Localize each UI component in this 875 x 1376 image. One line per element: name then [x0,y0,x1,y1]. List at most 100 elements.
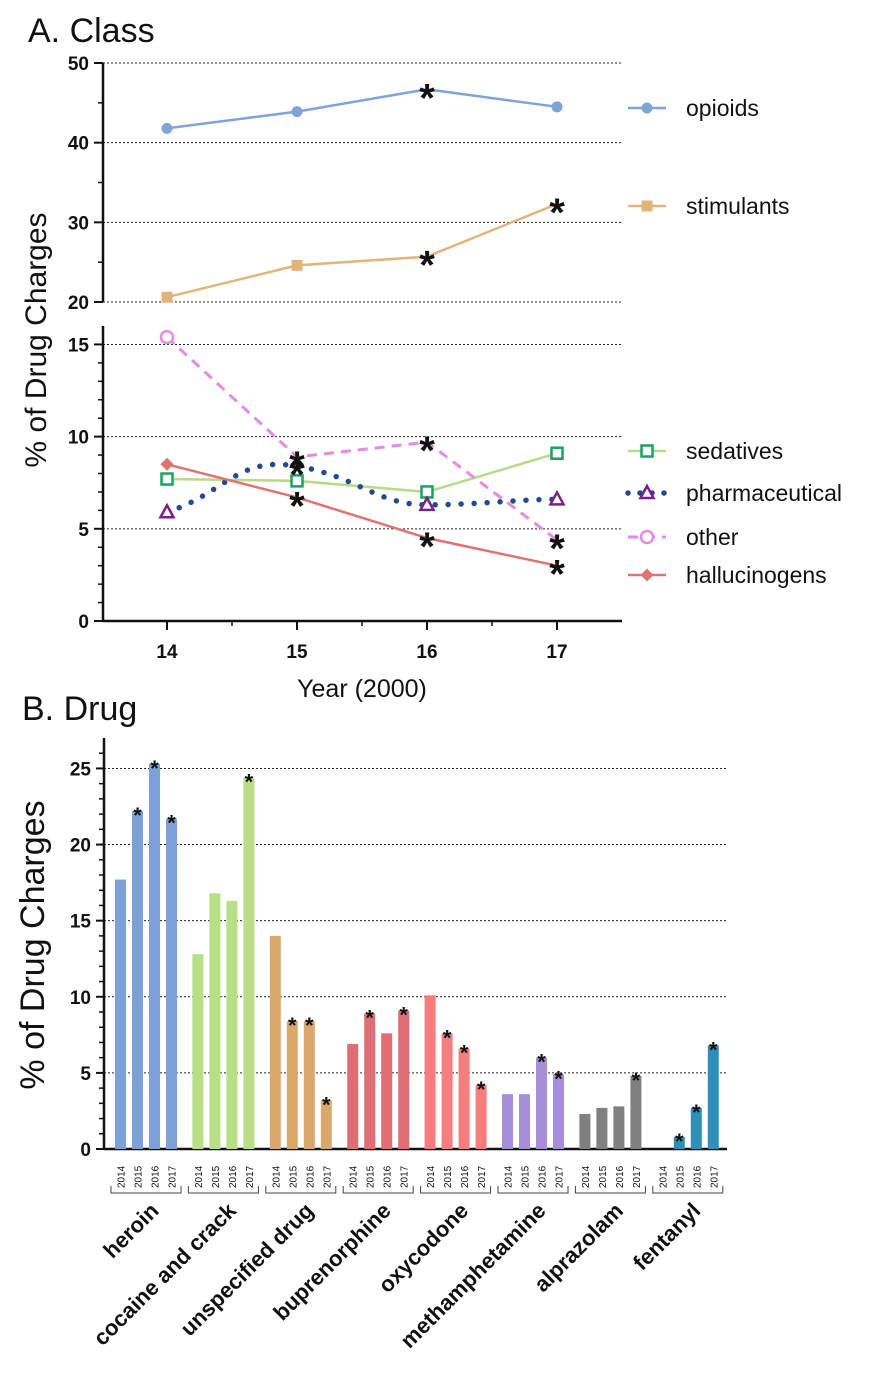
legend-marker-opioids [641,102,653,114]
legend-marker-stimulants [641,200,653,212]
year-label-2017: 2017 [632,1165,643,1188]
panel-a-gridlines [103,62,622,530]
data-point-stimulants [161,291,173,303]
bar-oxycodone-2017 [475,1085,487,1149]
y-tick-label-b-0: 0 [80,1140,91,1161]
legend-label-hallucinogens: hallucinogens [686,562,827,588]
significance-star-stimulants: * [419,244,435,288]
bar-cocaine-and-crack-2015 [209,893,221,1149]
bar-group-cocaine-and-crack: 2014 2015 2016 * 2017 [187,770,259,1194]
data-point-other [159,329,175,345]
bar-group-oxycodone: 2014 * 2015 * 2016 * 2017 [420,995,492,1194]
panel-a-x-axis-title: Year (2000) [297,675,427,703]
y-tick-label-upper-40: 40 [68,134,89,155]
significance-star: * [477,1077,486,1102]
significance-star: * [245,770,254,795]
bar-fentanyl-2015 [673,1136,685,1149]
year-label-2015: 2015 [675,1165,686,1188]
legend-item-stimulants: stimulants [628,193,790,219]
bar-fentanyl-2016 [690,1107,702,1149]
y-tick-label-upper-50: 50 [68,54,89,75]
year-label-2014: 2014 [504,1165,515,1188]
bar-group-unspecified-drug: 2014 * 2015 * 2016 * 2017 [265,935,337,1194]
x-tick-label-14: 14 [156,642,178,663]
drug-label-methamphetamine: methamphetamine [395,1198,550,1353]
data-point-sedatives [550,446,564,460]
year-label-2016: 2016 [383,1165,394,1188]
year-label-2016: 2016 [615,1165,626,1188]
bar-buprenorphine-2016 [381,1033,393,1149]
data-point-pharmaceutical [418,495,436,512]
legend-marker-sedatives [640,444,654,458]
year-label-2016: 2016 [151,1165,162,1188]
bar-heroin-2016 [149,763,160,1149]
y-tick-label-b-25: 25 [70,759,92,780]
year-label-2015: 2015 [288,1165,299,1188]
y-tick-label-lower-15: 15 [68,335,90,356]
x-tick-label-17: 17 [546,642,567,663]
bar-buprenorphine-2015 [364,1013,376,1149]
panel-a-title: A. Class [28,12,155,50]
legend-item-sedatives: sedatives [628,438,783,464]
y-tick-label-b-5: 5 [80,1064,91,1085]
drug-label-cocaine-and-crack: cocaine and crack [88,1197,241,1350]
bar-unspecified-drug-2015 [286,1021,298,1149]
x-tick-label-15: 15 [286,642,308,663]
bar-oxycodone-2014 [424,995,436,1149]
panel-b-title: B. Drug [22,690,137,728]
year-label-2017: 2017 [322,1165,333,1188]
significance-star: * [399,1002,408,1027]
bar-oxycodone-2015 [441,1033,453,1149]
y-tick-label-upper-30: 30 [68,213,89,234]
significance-star-pharmaceutical: * [289,453,305,497]
significance-star: * [167,811,176,836]
significance-star: * [365,1006,374,1031]
year-label-2017: 2017 [168,1165,179,1188]
series-line-other [165,335,558,542]
bar-alprazolam-2017 [630,1075,642,1149]
bar-unspecified-drug-2017 [320,1100,332,1149]
year-label-2017: 2017 [709,1165,720,1188]
year-label-2014: 2014 [658,1165,669,1188]
year-label-2015: 2015 [134,1165,145,1188]
data-point-pharmaceutical [158,502,176,519]
bar-oxycodone-2016 [458,1048,470,1149]
year-bracket [187,1186,259,1194]
year-bracket [110,1186,182,1194]
bar-methamphetamine-2017 [553,1074,564,1149]
year-bracket [652,1186,724,1194]
bar-methamphetamine-2014 [502,1094,513,1149]
significance-star: * [443,1025,452,1050]
bar-unspecified-drug-2016 [303,1021,315,1149]
bar-group-buprenorphine: 2014 * 2015 2016 * 2017 [342,1002,414,1194]
year-label-2017: 2017 [477,1165,488,1188]
year-bracket [342,1186,414,1194]
significance-star: * [460,1041,469,1066]
drug-label-unspecified-drug: unspecified drug [175,1198,318,1341]
legend-label-sedatives: sedatives [686,438,783,464]
significance-star: * [133,803,142,828]
legend-item-opioids: opioids [628,95,759,121]
significance-star-hallucinogens: * [419,525,435,569]
bar-buprenorphine-2017 [398,1010,410,1149]
data-point-pharmaceutical [548,489,566,506]
y-tick-label-b-20: 20 [70,836,91,857]
bar-methamphetamine-2015 [519,1094,530,1149]
significance-star: * [150,756,159,781]
bar-buprenorphine-2014 [347,1043,359,1149]
panel-b-y-axis-title: % of Drug Charges [14,800,52,1089]
year-label-2016: 2016 [692,1165,703,1188]
significance-star-opioids: * [419,76,435,120]
year-label-2014: 2014 [581,1165,592,1188]
bar-cocaine-and-crack-2014 [192,954,204,1149]
year-label-2016: 2016 [228,1165,239,1188]
year-label-2016: 2016 [460,1165,471,1188]
legend-item-other: other [628,524,739,550]
bar-heroin-2017 [166,818,177,1149]
bar-cocaine-and-crack-2017 [243,777,255,1149]
legend-item-hallucinogens: hallucinogens [628,562,827,588]
y-tick-label-lower-0: 0 [78,612,89,633]
bar-fentanyl-2017 [707,1045,719,1149]
bar-unspecified-drug-2014 [269,935,281,1149]
